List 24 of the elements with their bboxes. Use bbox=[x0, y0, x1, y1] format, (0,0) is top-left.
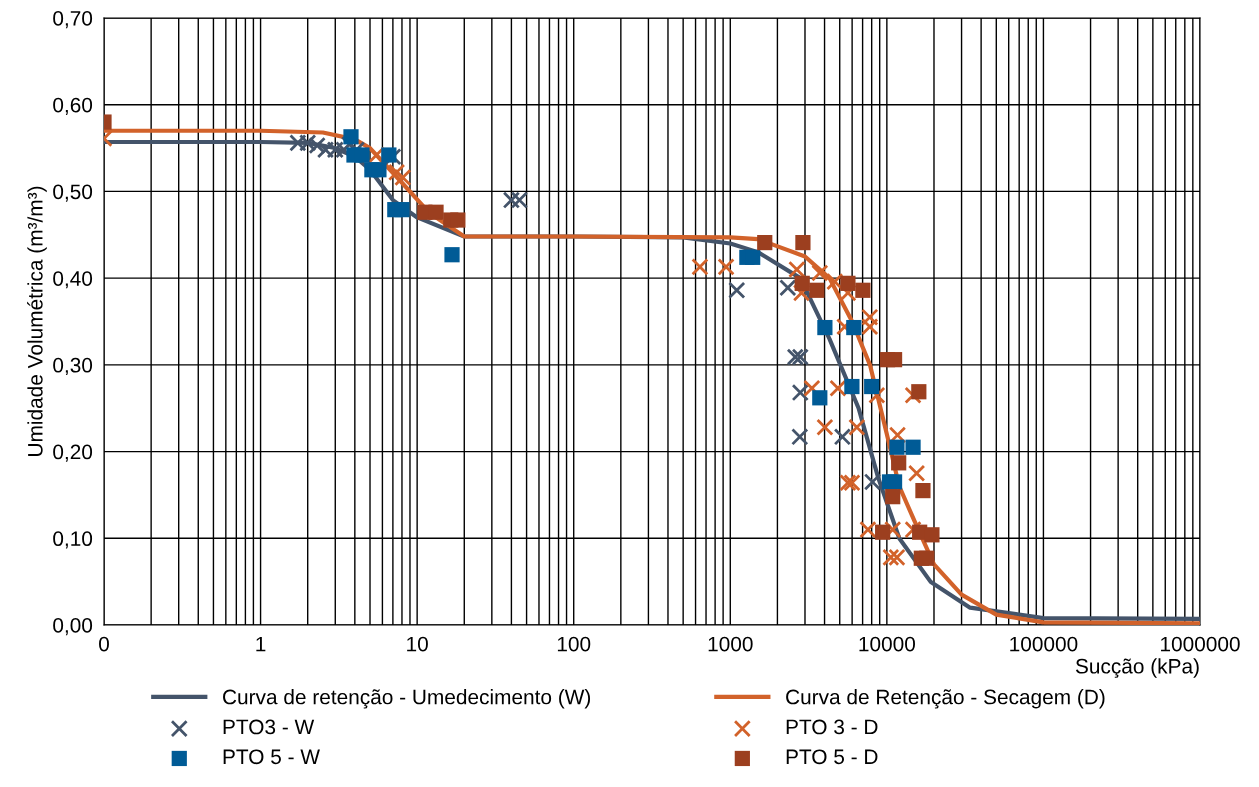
x-tick-label: 1000000 bbox=[1161, 636, 1240, 652]
legend-label: PTO 5 - W bbox=[223, 749, 320, 765]
y-tick-label: 0,10 bbox=[53, 531, 93, 549]
y-tick-label: 0,30 bbox=[53, 357, 93, 376]
legend-label: PTO3 - W bbox=[223, 719, 315, 735]
legend-label: Curva de Retenção - Secagem (D) bbox=[786, 689, 1105, 709]
x-tick-label: 100 bbox=[557, 636, 591, 652]
y-axis-title: Umidade Volumétrica (m³/m³) bbox=[27, 186, 47, 456]
x-tick-label: 1 bbox=[256, 636, 266, 652]
y-tick-label: 0,50 bbox=[53, 184, 93, 202]
y-tick-label: 0,70 bbox=[53, 11, 93, 29]
legend-label: PTO 3 - D bbox=[786, 719, 878, 735]
y-tick-label: 0,20 bbox=[53, 444, 93, 462]
x-tick-label: 1000 bbox=[708, 636, 753, 652]
y-tick-label: 0,60 bbox=[53, 97, 93, 115]
x-tick-label: 10000 bbox=[859, 636, 916, 652]
y-tick-label: 0,40 bbox=[53, 271, 93, 289]
x-tick-label: 0 bbox=[99, 636, 109, 652]
x-axis-title: Sucção (kPa) bbox=[1075, 658, 1199, 678]
y-tick-label: 0,00 bbox=[53, 618, 93, 636]
legend-label: PTO 5 - D bbox=[786, 749, 878, 765]
x-tick-label: 10 bbox=[407, 636, 428, 652]
x-tick-label: 100000 bbox=[1010, 636, 1078, 652]
legend-label: Curva de retenção - Umedecimento (W) bbox=[223, 689, 591, 709]
